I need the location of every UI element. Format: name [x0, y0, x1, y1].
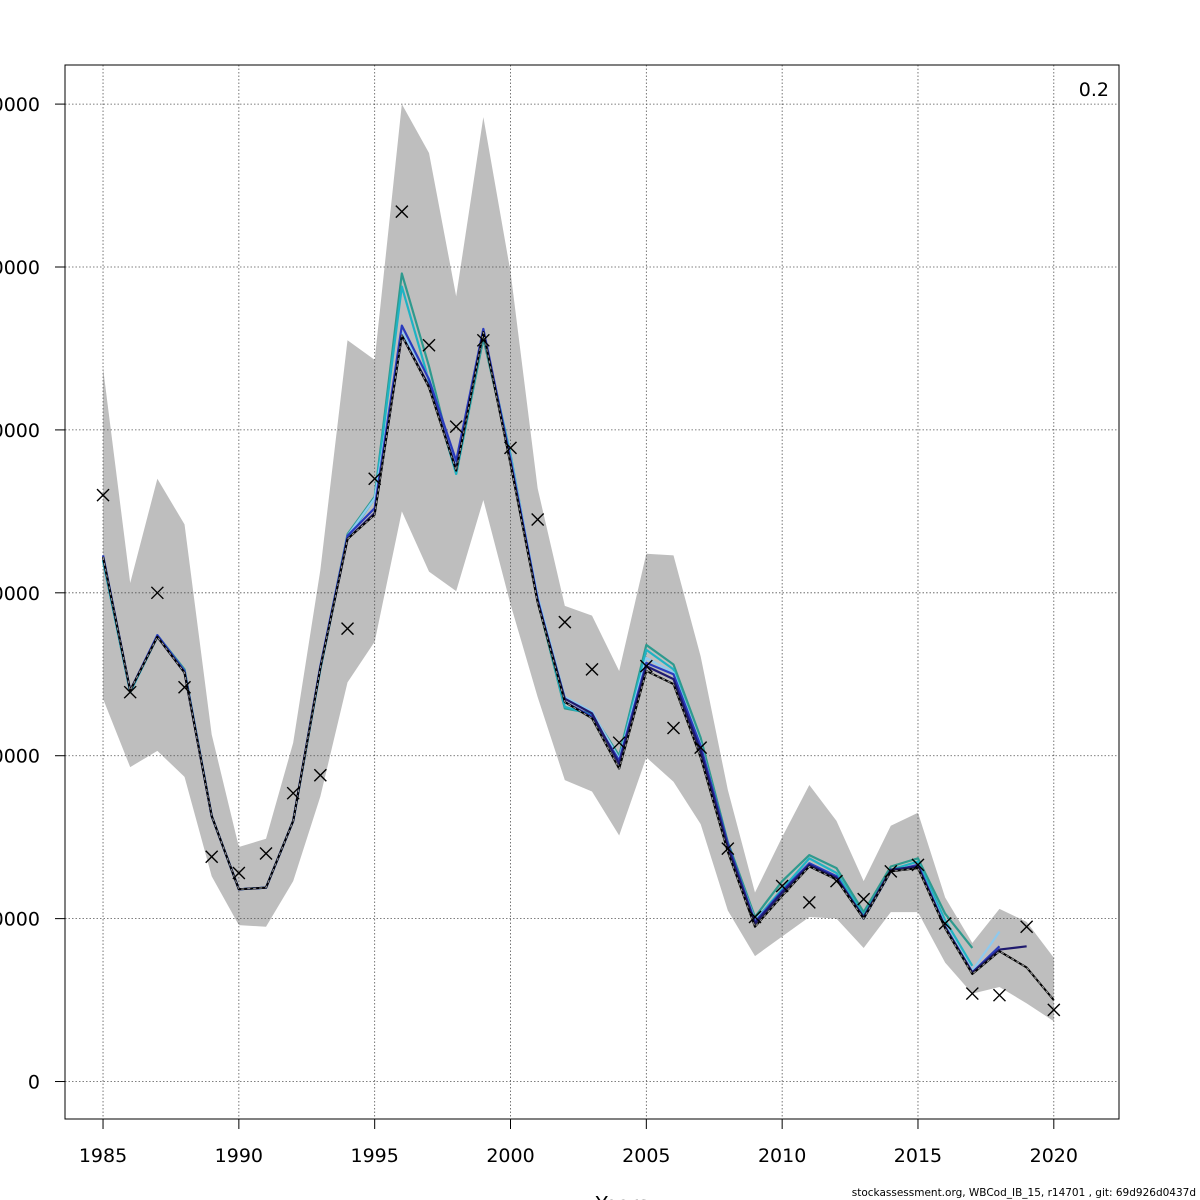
observation-point-1999: [476, 333, 490, 347]
observation-point-stroke: [341, 622, 355, 636]
x-tick-label: 2020: [1030, 1145, 1078, 1167]
observation-point-stroke: [721, 842, 735, 856]
y-tick-label: 30000: [0, 583, 40, 605]
corner-label: 0.2: [1079, 79, 1109, 101]
y-tick-label: 10000: [0, 909, 40, 931]
footer-credit: stockassessment.org, WBCod_IB_15, r14701…: [851, 1187, 1196, 1199]
series-line-base-dash: [102, 332, 1055, 1001]
observation-point-stroke: [965, 987, 979, 1001]
observation-point-1992: [286, 786, 300, 800]
observation-point-stroke: [368, 472, 382, 486]
observation-point-2018: [992, 988, 1006, 1002]
observation-point-1989: [205, 850, 219, 864]
observation-point-2001: [531, 513, 545, 527]
observation-point-2004: [612, 736, 626, 750]
observation-point-2011: [802, 895, 816, 909]
y-tick-label: 60000: [0, 94, 40, 116]
observation-point-1987: [150, 586, 164, 600]
observation-point-stroke: [802, 895, 816, 909]
observation-point-stroke: [422, 338, 436, 352]
observation-point-stroke: [857, 892, 871, 906]
observation-point-stroke: [558, 615, 572, 629]
observation-point-2008: [721, 842, 735, 856]
observation-point-stroke: [449, 420, 463, 434]
observation-point-stroke: [612, 736, 626, 750]
series-layer: [101, 272, 1055, 1001]
observation-point-stroke: [286, 786, 300, 800]
x-tick-label: 2005: [622, 1145, 670, 1167]
observation-point-1998: [449, 420, 463, 434]
observation-point-stroke: [938, 917, 952, 931]
observation-point-2009: [748, 910, 762, 924]
observation-point-2005: [639, 659, 653, 673]
observation-point-2020: [1047, 1003, 1061, 1017]
plot-frame: [64, 64, 1120, 1120]
observation-point-2014: [884, 864, 898, 878]
observation-point-stroke: [829, 874, 843, 888]
observation-point-2015: [911, 858, 925, 872]
observation-point-2013: [857, 892, 871, 906]
observation-point-stroke: [748, 910, 762, 924]
observation-point-stroke: [150, 586, 164, 600]
observation-point-2016: [938, 917, 952, 931]
observation-point-stroke: [395, 205, 409, 219]
x-tick-label: 2000: [486, 1145, 534, 1167]
observation-point-stroke: [1020, 920, 1034, 934]
x-axis: 1985 1990 1995 2000 2005 2010 2015 2020: [79, 1119, 1078, 1167]
observation-point-1985: [96, 488, 110, 502]
x-tick-label: 1990: [215, 1145, 263, 1167]
observation-point-stroke: [96, 488, 110, 502]
grid-layer: [65, 65, 1119, 1119]
observation-point-stroke: [666, 721, 680, 735]
observation-point-1986: [123, 685, 137, 699]
observation-point-stroke: [992, 988, 1006, 1002]
x-tick-label: 1995: [351, 1145, 399, 1167]
observation-point-1990: [232, 866, 246, 880]
observation-point-1996: [395, 205, 409, 219]
observation-point-2019: [1020, 920, 1034, 934]
observation-point-stroke: [694, 741, 708, 755]
observation-point-stroke: [205, 850, 219, 864]
observation-point-stroke: [232, 866, 246, 880]
observation-point-stroke: [1047, 1003, 1061, 1017]
observation-point-2006: [666, 721, 680, 735]
observation-point-stroke: [775, 879, 789, 893]
x-tick-label: 2010: [758, 1145, 806, 1167]
observation-point-stroke: [313, 768, 327, 782]
y-tick-label: 40000: [0, 420, 40, 442]
observation-point-1997: [422, 338, 436, 352]
observation-point-2002: [558, 615, 572, 629]
observation-point-1988: [178, 680, 192, 694]
y-tick-label: 50000: [0, 257, 40, 279]
observation-point-stroke: [504, 441, 518, 455]
x-tick-label: 2015: [894, 1145, 942, 1167]
observation-point-stroke: [585, 662, 599, 676]
x-axis-label: Years: [595, 1192, 649, 1200]
observation-point-1995: [368, 472, 382, 486]
observation-points-layer: [96, 205, 1061, 1017]
observation-point-stroke: [259, 846, 273, 860]
x-tick-label: 1985: [79, 1145, 127, 1167]
observation-point-stroke: [123, 685, 137, 699]
observation-point-2010: [775, 879, 789, 893]
observation-point-stroke: [884, 864, 898, 878]
observation-point-2017: [965, 987, 979, 1001]
observation-point-stroke: [476, 333, 490, 347]
y-tick-label: 0: [28, 1072, 40, 1094]
observation-point-2012: [829, 874, 843, 888]
observation-point-1991: [259, 846, 273, 860]
observation-point-stroke: [178, 680, 192, 694]
observation-point-1993: [313, 768, 327, 782]
observation-point-2007: [694, 741, 708, 755]
observation-point-stroke: [639, 659, 653, 673]
observation-point-stroke: [911, 858, 925, 872]
observation-point-2000: [504, 441, 518, 455]
observation-point-2003: [585, 662, 599, 676]
observation-point-stroke: [531, 513, 545, 527]
observation-point-1994: [341, 622, 355, 636]
